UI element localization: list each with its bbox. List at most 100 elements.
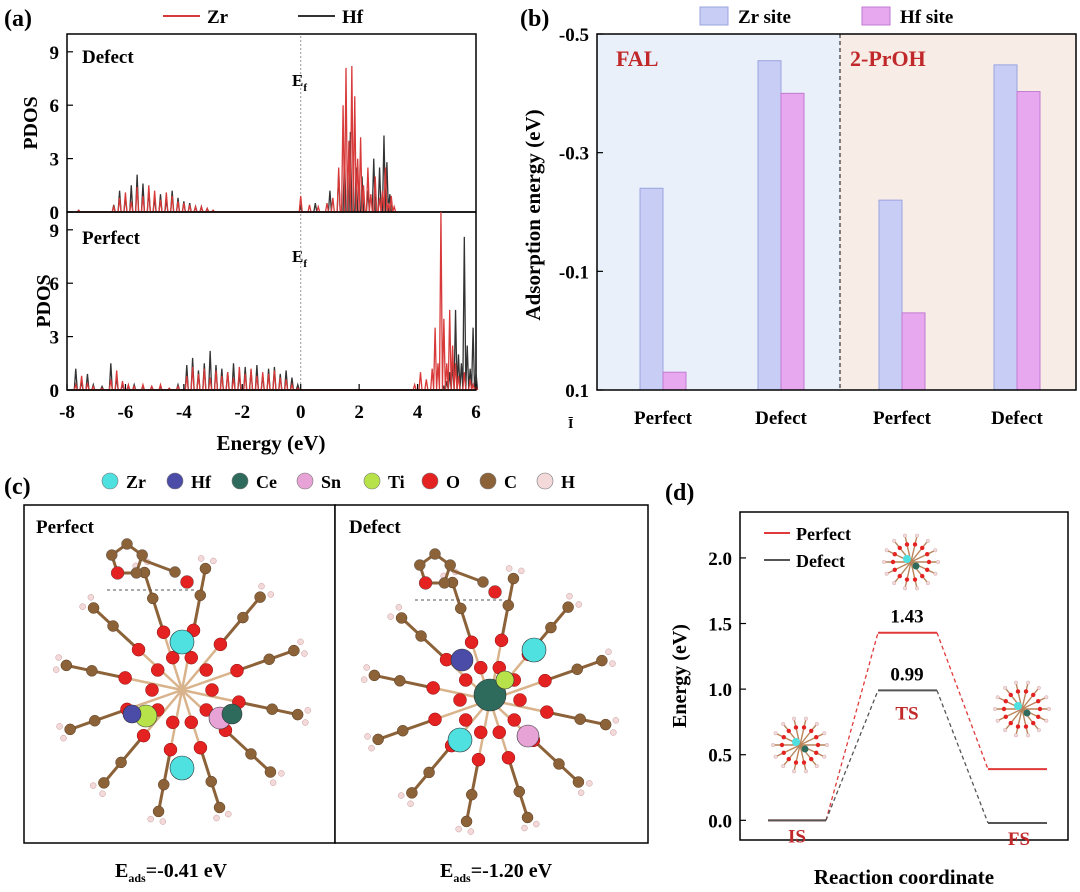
x-category-label: Perfect [634, 408, 693, 429]
bar-2proh-perfect-hf-site [901, 312, 926, 391]
atom-h [90, 782, 97, 789]
y-tick-label: 9 [50, 221, 60, 242]
thumb-atom-o [1031, 720, 1036, 726]
x-category-label: Defect [991, 408, 1043, 429]
energy-frame [739, 511, 1069, 841]
thumb-atom-h [792, 769, 796, 774]
atom-h [455, 825, 462, 833]
thumb-atom-h [1026, 680, 1030, 685]
legend-label-perfect: Perfect [796, 524, 851, 544]
thumb-atom-h [882, 560, 886, 564]
y-tick-label: 0 [50, 203, 60, 224]
thumb-atom-o [1023, 689, 1029, 694]
thumb-atom-h [933, 548, 938, 553]
group-label-fal: FAL [616, 46, 658, 71]
thumb-atom-o [779, 742, 785, 748]
y-tick-label: 9 [50, 43, 60, 64]
thumb-bond [1005, 708, 1023, 730]
atom-h [197, 555, 205, 562]
atom-legend-swatch-sn [296, 472, 314, 490]
x-tick-label: -6 [118, 402, 134, 423]
atom-h [53, 666, 60, 673]
atom-legend-swatch-o [421, 472, 439, 490]
ylabel-pdos-defect: PDOS [20, 96, 42, 149]
panel-label-b: (b) [520, 6, 549, 32]
thumb-bond [1021, 708, 1029, 735]
thumb-bond [910, 550, 935, 563]
panel-label-c: (c) [4, 474, 31, 500]
y-tick-label: 0.0 [708, 811, 732, 832]
atom-c [599, 718, 612, 731]
atom-c [521, 811, 534, 824]
thumb-bond [799, 719, 807, 746]
atom-c [106, 549, 118, 561]
atom-h [278, 770, 285, 777]
thumb-atom-o [814, 734, 819, 740]
atom-h [387, 613, 394, 620]
atom-c [477, 576, 489, 588]
atom-c [245, 748, 257, 760]
state-label-fs: FS [1008, 829, 1030, 850]
atom-h [407, 800, 414, 807]
atom-c [394, 675, 406, 687]
cluster-thumbnail [771, 716, 829, 774]
fermi-label-defect: Ef [292, 71, 307, 94]
thumb-atom-o [809, 756, 814, 762]
thumb-atom-h [925, 581, 930, 586]
y-tick-label: 6 [50, 96, 60, 117]
ylabel-pdos-perfect: PDOS [33, 274, 55, 327]
atom-h [612, 717, 619, 724]
atom-o [230, 663, 244, 678]
atom-c [444, 559, 456, 571]
atom-c [263, 653, 275, 666]
adsorbate [106, 538, 197, 591]
thumb-atom-o [801, 725, 807, 730]
atom-c [460, 815, 473, 828]
thumb-bond [776, 744, 801, 757]
thumb-atom-o [904, 542, 910, 547]
atom-legend-label-hf: Hf [191, 472, 212, 492]
fermi-label-perfect: Ef [292, 247, 307, 270]
atom-c [545, 621, 557, 634]
thumb-atom-o [897, 545, 902, 551]
atom-h [521, 824, 528, 832]
atom-o [213, 637, 228, 652]
thumb-atom-o [1003, 714, 1008, 720]
atom-o [464, 635, 479, 650]
adsorbate [414, 548, 505, 601]
thumb-atom-ce [912, 562, 920, 570]
thumb-atom-o [1015, 689, 1021, 694]
atom-c [596, 654, 608, 667]
atom-o [110, 566, 125, 580]
thumb-atom-h [915, 586, 919, 591]
thumb-atom-o [904, 577, 910, 582]
thumb-atom-o [925, 567, 930, 573]
atom-c [553, 758, 565, 770]
atom-legend-label-sn: Sn [321, 472, 341, 492]
atom-c [438, 577, 451, 589]
atom-h [301, 650, 308, 657]
atom-c [395, 612, 408, 624]
x-tick-label: 6 [471, 402, 481, 423]
atom-h [147, 815, 154, 823]
y-tick-label: 0.5 [708, 746, 732, 767]
legend-swatch-zr-site [699, 6, 729, 26]
atom-c [213, 801, 226, 814]
atom-c [64, 723, 76, 736]
atom-legend-label-zr: Zr [126, 472, 146, 492]
legend-label-hf: Hf [342, 7, 364, 28]
thumb-atom-o [1003, 698, 1008, 704]
thumb-atom-o [1008, 692, 1013, 698]
atom-o [471, 752, 486, 767]
pdos-perfect-subplot: Perfect Ef PDOS 0 3 6 9 [33, 211, 479, 402]
atom-c [254, 591, 266, 603]
thumb-bond [799, 733, 824, 746]
y-tick-label: 0 [50, 381, 60, 402]
thumb-atom-o [801, 760, 807, 765]
atom-h [258, 583, 265, 590]
thumb-atom-o [1008, 720, 1013, 726]
thumb-atom-h [781, 721, 786, 726]
atom-h [56, 723, 63, 730]
atom-h [210, 557, 217, 565]
atom-c [89, 714, 101, 727]
